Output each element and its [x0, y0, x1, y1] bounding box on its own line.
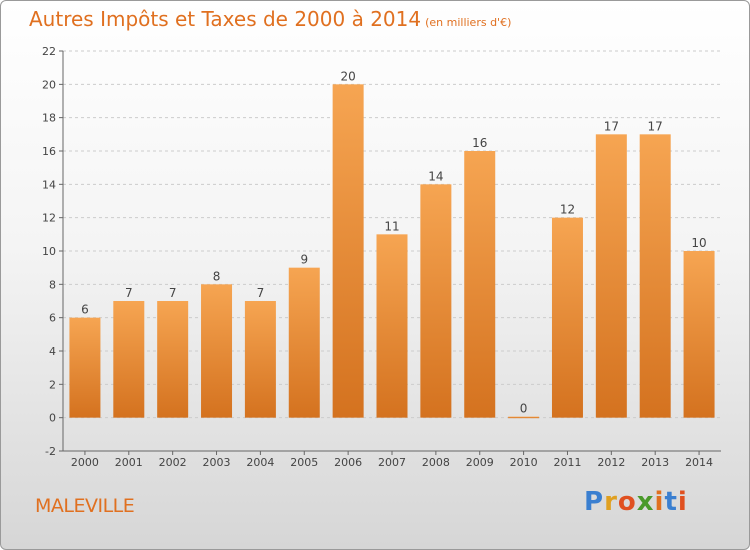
x-tick-label: 2008 — [422, 456, 450, 469]
data-label: 6 — [81, 303, 89, 317]
brand-logo[interactable]: Proxiti — [584, 487, 688, 517]
brand-logo-letter: i — [677, 487, 688, 517]
data-label: 11 — [384, 219, 399, 233]
y-tick-label: 18 — [42, 112, 56, 125]
x-tick-label: 2012 — [597, 456, 625, 469]
bar — [376, 234, 408, 418]
bar — [332, 84, 364, 418]
x-tick-label: 2000 — [71, 456, 99, 469]
chart-subtitle: (en milliers d'€) — [425, 16, 512, 29]
data-labels: 6 7 7 8 7 9 20 11 14 16 0 12 17 17 10 — [81, 69, 707, 415]
y-tick-label: 16 — [42, 145, 56, 158]
bar — [464, 151, 496, 418]
y-tick-label: 2 — [49, 378, 56, 391]
x-tick-label: 2009 — [466, 456, 494, 469]
data-label: 17 — [648, 119, 663, 133]
y-tick-label: 6 — [49, 312, 56, 325]
data-label: 12 — [560, 203, 575, 217]
bar — [683, 251, 715, 418]
data-label: 17 — [604, 119, 619, 133]
bar — [113, 301, 145, 418]
bar — [551, 217, 583, 418]
y-tick-label: 20 — [42, 78, 56, 91]
brand-logo-letter: r — [604, 487, 618, 517]
y-tick-label: 8 — [49, 278, 56, 291]
y-tick-label: 14 — [42, 178, 56, 191]
data-label: 7 — [257, 286, 265, 300]
chart-title: Autres Impôts et Taxes de 2000 à 2014 (en… — [29, 7, 511, 31]
x-tick-label: 2014 — [685, 456, 713, 469]
data-label: 7 — [125, 286, 133, 300]
y-tick-label: 12 — [42, 212, 56, 225]
brand-logo-letter: o — [617, 487, 637, 517]
data-label: 7 — [169, 286, 177, 300]
brand-logo-letter: x — [636, 487, 655, 517]
data-label: 16 — [472, 136, 487, 150]
bar — [288, 267, 320, 418]
bar — [639, 134, 671, 418]
y-tick-label: 22 — [42, 45, 56, 58]
y-tick-label: 0 — [49, 412, 56, 425]
x-tick-label: 2011 — [553, 456, 581, 469]
y-tick-label: 4 — [49, 345, 56, 358]
data-label: 9 — [300, 253, 308, 267]
data-label: 10 — [691, 236, 706, 250]
bar — [244, 301, 276, 418]
brand-logo-letter: P — [584, 487, 605, 517]
data-label: 14 — [428, 169, 443, 183]
bar — [157, 301, 189, 418]
x-tick-label: 2004 — [246, 456, 274, 469]
bars — [69, 84, 715, 419]
y-tick-label: -2 — [45, 445, 56, 458]
x-tick-label: 2010 — [510, 456, 538, 469]
bar — [69, 317, 101, 418]
brand-logo-letter: t — [664, 487, 678, 517]
bar — [420, 184, 452, 418]
bar — [595, 134, 627, 418]
commune-name: MALEVILLE — [35, 495, 135, 517]
x-tick-label: 2001 — [115, 456, 143, 469]
y-tick-label: 10 — [42, 245, 56, 258]
x-tick-label: 2002 — [159, 456, 187, 469]
bar — [201, 284, 233, 418]
x-tick-label: 2013 — [641, 456, 669, 469]
brand-logo-letter: i — [654, 487, 665, 517]
x-tick-label: 2006 — [334, 456, 362, 469]
x-tick-label: 2007 — [378, 456, 406, 469]
data-label: 8 — [213, 269, 221, 283]
data-label: 0 — [520, 402, 528, 416]
x-tick-label: 2003 — [203, 456, 231, 469]
x-tick-label: 2005 — [290, 456, 318, 469]
chart-title-text: Autres Impôts et Taxes de 2000 à 2014 — [29, 7, 422, 31]
bar — [508, 416, 540, 419]
data-label: 20 — [340, 69, 355, 83]
